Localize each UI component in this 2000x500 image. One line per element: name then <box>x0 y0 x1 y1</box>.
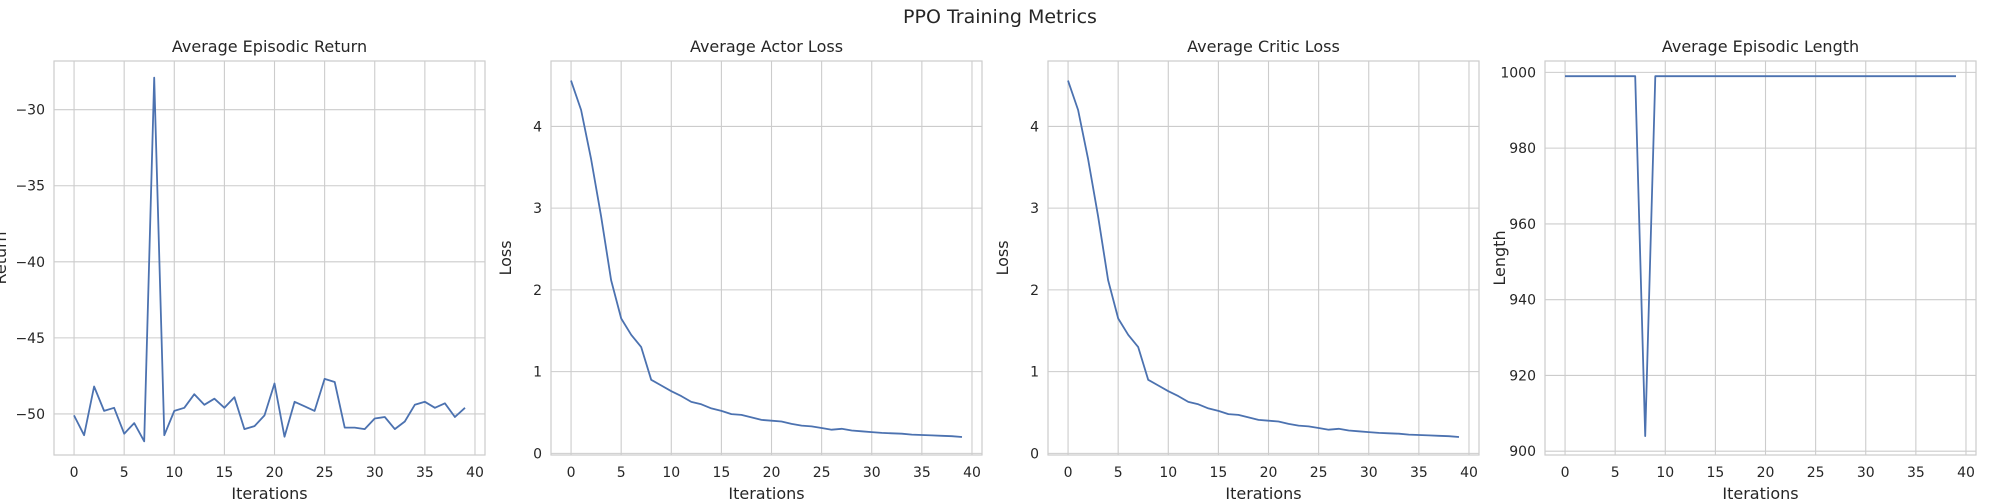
x-tick-label: 15 <box>1209 465 1227 481</box>
y-tick-label: 4 <box>1030 119 1039 135</box>
y-tick-label: 3 <box>1030 201 1039 217</box>
x-tick-label: 10 <box>1159 465 1177 481</box>
x-tick-label: 0 <box>70 465 79 481</box>
x-tick-label: 5 <box>1611 465 1620 481</box>
subplot-title: Average Episodic Return <box>172 37 367 56</box>
y-tick-label: 0 <box>533 446 542 462</box>
subplot-2: 0 5 10 15 20 25 30 35 40 0 1 2 3 4 Average Actor Loss I… <box>496 37 983 500</box>
x-axis-label: Iterations <box>728 484 804 500</box>
x-tick-label: 5 <box>120 465 129 481</box>
y-tick-label: 1 <box>1030 365 1039 381</box>
y-tick-label: 1 <box>533 365 542 381</box>
y-tick-label: 2 <box>533 283 542 299</box>
x-tick-label: 5 <box>617 465 626 481</box>
y-tick-label: −30 <box>15 103 45 119</box>
y-tick-label: 900 <box>1509 444 1536 460</box>
x-tick-label: 25 <box>813 465 831 481</box>
x-tick-label: 10 <box>165 465 183 481</box>
y-tick-label: 960 <box>1509 217 1536 233</box>
y-tick-label: 2 <box>1030 283 1039 299</box>
y-tick-label: 940 <box>1509 293 1536 309</box>
x-tick-label: 30 <box>1857 465 1875 481</box>
x-axis-label: Iterations <box>1722 484 1798 500</box>
series-line <box>570 80 963 438</box>
x-tick-label: 5 <box>1114 465 1123 481</box>
y-tick-label: 3 <box>533 201 542 217</box>
x-tick-label: 10 <box>1656 465 1674 481</box>
series-line <box>1565 75 1956 438</box>
y-tick-label: 1000 <box>1500 65 1536 81</box>
y-axis-label: Return <box>0 231 10 284</box>
y-tick-label: 0 <box>1030 446 1039 462</box>
x-tick-label: 20 <box>763 465 781 481</box>
x-tick-label: 0 <box>1561 465 1570 481</box>
x-tick-label: 20 <box>266 465 284 481</box>
subplot-3: 0 5 10 15 20 25 30 35 40 0 1 2 3 4 Average Critic Loss… <box>993 37 1480 500</box>
x-tick-label: 35 <box>1907 465 1925 481</box>
x-tick-label: 25 <box>1807 465 1825 481</box>
x-tick-label: 40 <box>963 465 981 481</box>
x-tick-label: 20 <box>1757 465 1775 481</box>
y-tick-label: 4 <box>533 119 542 135</box>
series-line <box>73 76 466 443</box>
subplot-4: 0 5 10 15 20 25 30 35 40 900 920 940 960 980 1000 Avera… <box>1490 37 1977 500</box>
y-tick-label: −40 <box>15 255 45 271</box>
y-axis-label: Length <box>1490 230 1509 285</box>
subplot-title: Average Critic Loss <box>1187 37 1340 56</box>
x-tick-label: 35 <box>416 465 434 481</box>
subplot-1: 0 5 10 15 20 25 30 35 40 −50 −45 −40 −35 −30 Average E… <box>0 37 486 500</box>
x-axis-label: Iterations <box>1225 484 1301 500</box>
series-line <box>1067 80 1460 438</box>
subplot-title: Average Actor Loss <box>690 37 843 56</box>
x-tick-label: 0 <box>1064 465 1073 481</box>
x-tick-label: 25 <box>316 465 334 481</box>
plot-area <box>1544 60 1977 456</box>
y-axis-label: Loss <box>496 240 515 275</box>
x-tick-label: 15 <box>712 465 730 481</box>
x-tick-label: 35 <box>913 465 931 481</box>
x-tick-label: 30 <box>1360 465 1378 481</box>
y-tick-label: 980 <box>1509 141 1536 157</box>
x-tick-label: 30 <box>863 465 881 481</box>
y-tick-label: −50 <box>15 407 45 423</box>
x-tick-label: 40 <box>466 465 484 481</box>
y-tick-label: −45 <box>15 331 45 347</box>
y-tick-label: 920 <box>1509 368 1536 384</box>
figure-title: PPO Training Metrics <box>903 6 1097 28</box>
x-tick-label: 20 <box>1260 465 1278 481</box>
x-tick-label: 40 <box>1460 465 1478 481</box>
plot-area <box>1047 60 1480 456</box>
plot-area <box>53 60 486 456</box>
plot-area <box>550 60 983 456</box>
x-tick-label: 15 <box>1706 465 1724 481</box>
x-tick-label: 35 <box>1410 465 1428 481</box>
y-axis-label: Loss <box>993 240 1012 275</box>
y-tick-label: −35 <box>15 179 45 195</box>
x-tick-label: 10 <box>662 465 680 481</box>
x-axis-label: Iterations <box>231 484 307 500</box>
x-tick-label: 0 <box>567 465 576 481</box>
x-tick-label: 40 <box>1957 465 1975 481</box>
x-tick-label: 30 <box>366 465 384 481</box>
x-tick-label: 25 <box>1310 465 1328 481</box>
x-tick-label: 15 <box>215 465 233 481</box>
subplot-title: Average Episodic Length <box>1662 37 1859 56</box>
